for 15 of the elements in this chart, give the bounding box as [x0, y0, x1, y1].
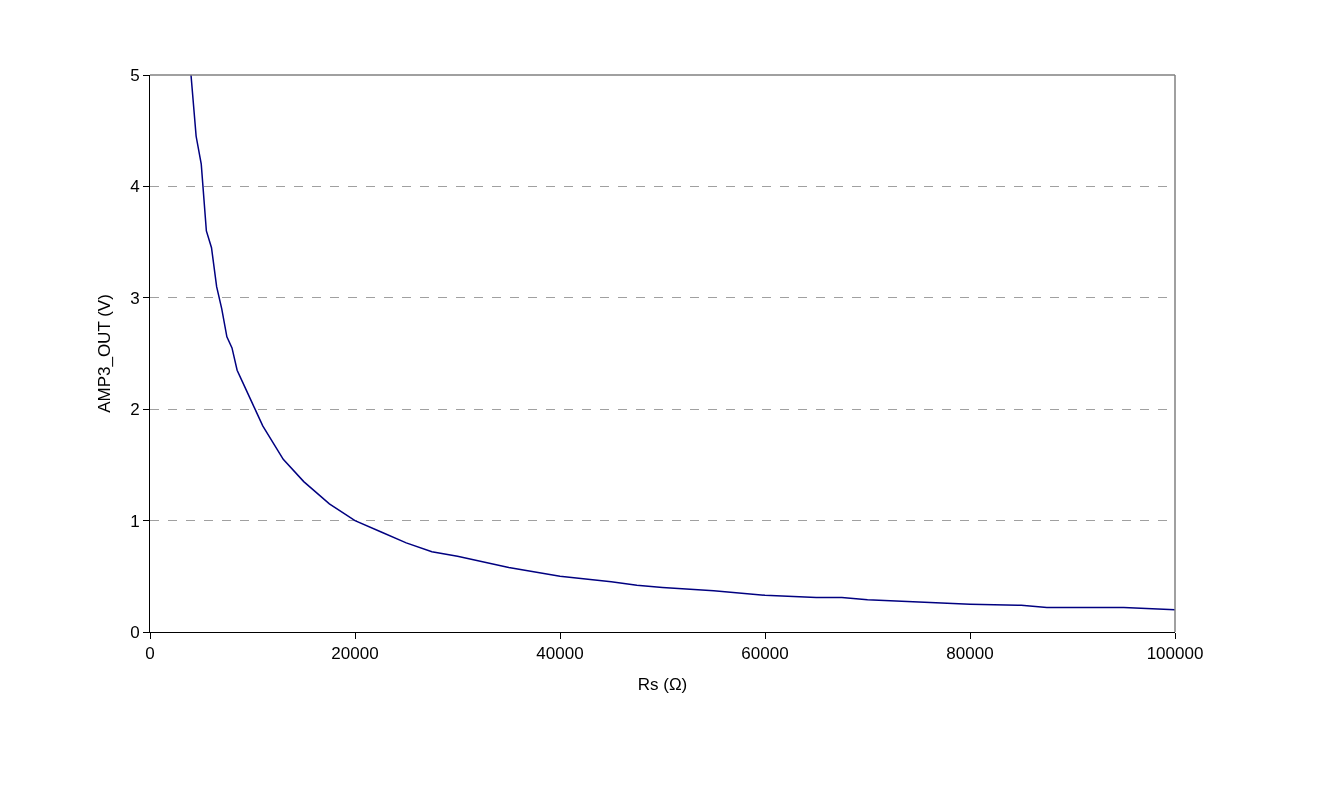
y-axis-title: AMP3_OUT (V) — [94, 294, 114, 413]
x-tick-label: 0 — [145, 644, 155, 664]
x-tick-label: 20000 — [331, 644, 379, 664]
y-tick-label: 4 — [130, 177, 140, 197]
x-tick-label: 60000 — [741, 644, 789, 664]
x-tick-label: 100000 — [1146, 644, 1204, 664]
y-tick-label: 3 — [130, 288, 140, 308]
x-axis-title: Rs (Ω) — [637, 674, 688, 694]
y-tick-label: 0 — [130, 622, 140, 642]
y-tick-label: 5 — [130, 65, 140, 85]
x-tick-label: 80000 — [946, 644, 994, 664]
line-series — [190, 75, 1175, 611]
x-tick-label: 40000 — [536, 644, 584, 664]
y-tick-label: 2 — [130, 400, 140, 420]
y-tick-label: 1 — [130, 511, 140, 531]
